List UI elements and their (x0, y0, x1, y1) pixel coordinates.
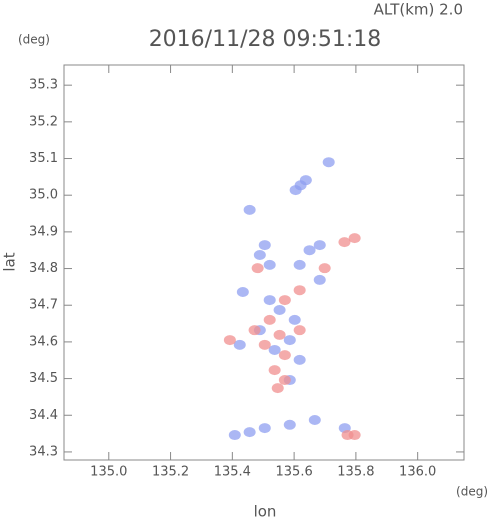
y-tick-label: 34.9 (29, 224, 58, 239)
x-tick-label: 135.6 (276, 465, 313, 480)
echo-point (273, 304, 286, 315)
echo-point (258, 240, 271, 251)
y-unit: (deg) (18, 33, 50, 47)
y-tick-label: 35.2 (29, 114, 58, 129)
y-tick-label: 35.0 (29, 188, 58, 203)
echo-point (228, 430, 241, 441)
echo-point (271, 383, 284, 394)
echo-point (223, 335, 236, 346)
y-tick-label: 34.8 (29, 261, 58, 276)
echo-point (243, 427, 256, 438)
echo-point (258, 423, 271, 434)
echo-point (248, 325, 261, 336)
echo-point (273, 329, 286, 340)
y-tick-label: 35.1 (29, 151, 58, 166)
x-tick-label: 135.0 (90, 465, 127, 480)
echo-point (313, 274, 326, 285)
echo-point (293, 354, 306, 365)
y-tick-label: 34.3 (29, 444, 58, 459)
y-tick-label: 34.7 (29, 298, 58, 313)
echo-point (268, 344, 281, 355)
echo-point (258, 339, 271, 350)
plot-frame (63, 64, 465, 461)
x-tick-label: 135.4 (214, 465, 251, 480)
echo-point (318, 263, 331, 274)
chart-title: 2016/11/28 09:51:18 (149, 27, 382, 52)
echo-point (236, 287, 249, 298)
echo-point (233, 339, 246, 350)
echo-point (278, 350, 291, 361)
echo-point (322, 157, 335, 168)
echo-point (308, 415, 321, 426)
echo-point (289, 185, 302, 196)
x-unit: (deg) (456, 485, 488, 499)
echo-point (283, 419, 296, 430)
echo-point (293, 285, 306, 296)
echo-point (293, 259, 306, 270)
y-tick-label: 34.4 (29, 408, 58, 423)
echo-point (293, 325, 306, 336)
echo-point (278, 295, 291, 306)
x-tick-label: 136.0 (399, 465, 436, 480)
echo-point (268, 365, 281, 376)
echo-point (313, 240, 326, 251)
altitude-label: ALT(km) 2.0 (374, 1, 463, 19)
echo-point (251, 263, 264, 274)
y-tick-label: 35.3 (29, 78, 58, 93)
x-axis-label: lon (254, 503, 277, 521)
y-axis-label: lat (1, 252, 19, 271)
echo-point (278, 375, 291, 386)
echo-point (243, 204, 256, 215)
echo-point (348, 233, 361, 244)
echo-point (263, 314, 276, 325)
echo-point (283, 335, 296, 346)
echo-point (263, 259, 276, 270)
x-tick-label: 135.8 (337, 465, 374, 480)
echo-point (288, 314, 301, 325)
y-tick-label: 34.5 (29, 371, 58, 386)
y-tick-label: 34.6 (29, 334, 58, 349)
echo-point (263, 295, 276, 306)
echo-point (338, 237, 351, 248)
echo-point (303, 245, 316, 256)
echo-point (253, 249, 266, 260)
echo-point (348, 430, 361, 441)
echo-point (299, 175, 312, 186)
x-tick-label: 135.2 (152, 465, 189, 480)
